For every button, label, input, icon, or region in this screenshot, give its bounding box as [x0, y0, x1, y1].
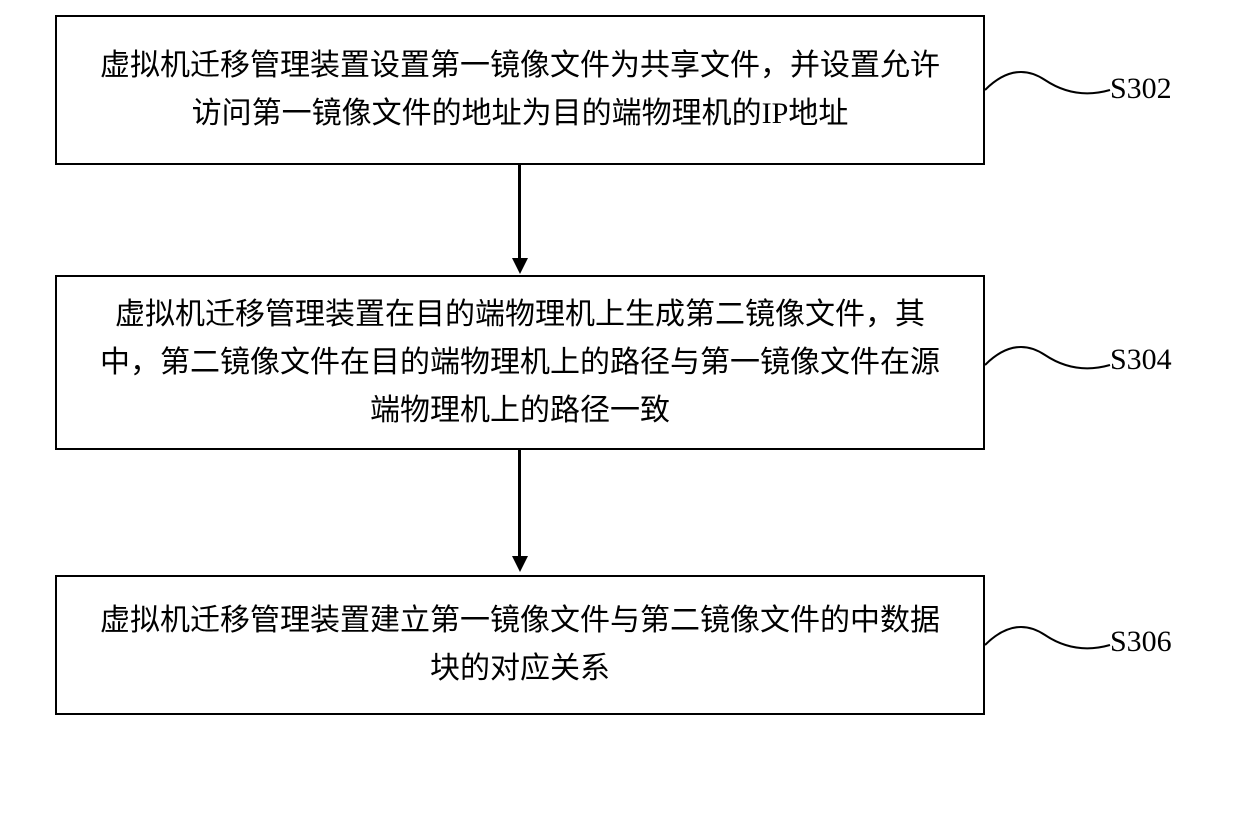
step-label-2: S304 — [1110, 343, 1172, 377]
connector-3 — [985, 605, 1115, 685]
step-label-1: S302 — [1110, 72, 1172, 106]
step-label-3: S306 — [1110, 625, 1172, 659]
arrow-2-head — [512, 556, 528, 572]
step-box-1: 虚拟机迁移管理装置设置第一镜像文件为共享文件，并设置允许访问第一镜像文件的地址为… — [55, 15, 985, 165]
step-text-1: 虚拟机迁移管理装置设置第一镜像文件为共享文件，并设置允许访问第一镜像文件的地址为… — [87, 42, 953, 138]
arrow-1-head — [512, 258, 528, 274]
connector-2 — [985, 325, 1115, 405]
step-text-3: 虚拟机迁移管理装置建立第一镜像文件与第二镜像文件的中数据块的对应关系 — [87, 597, 953, 693]
arrow-2-line — [518, 450, 521, 558]
step-text-2: 虚拟机迁移管理装置在目的端物理机上生成第二镜像文件，其中，第二镜像文件在目的端物… — [87, 291, 953, 435]
step-box-3: 虚拟机迁移管理装置建立第一镜像文件与第二镜像文件的中数据块的对应关系 — [55, 575, 985, 715]
flowchart-container: 虚拟机迁移管理装置设置第一镜像文件为共享文件，并设置允许访问第一镜像文件的地址为… — [0, 0, 1240, 835]
arrow-1-line — [518, 165, 521, 260]
step-box-2: 虚拟机迁移管理装置在目的端物理机上生成第二镜像文件，其中，第二镜像文件在目的端物… — [55, 275, 985, 450]
connector-1 — [985, 50, 1115, 130]
